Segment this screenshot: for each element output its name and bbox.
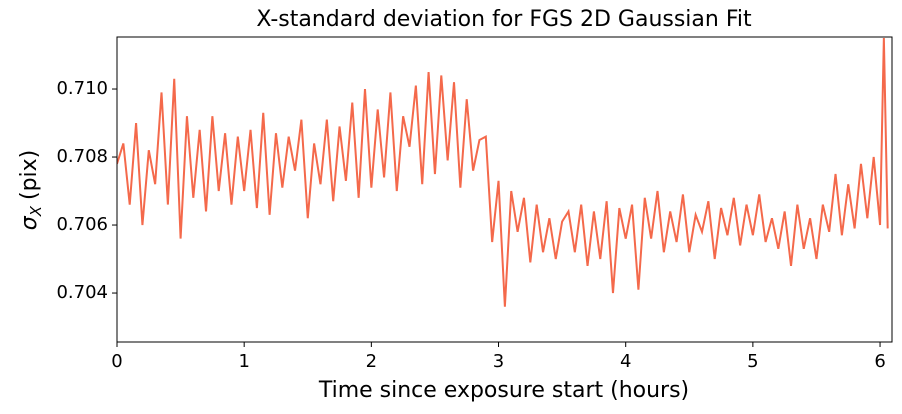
x-tick-label: 1 — [238, 351, 249, 372]
y-tick-label: 0.706 — [56, 214, 108, 235]
y-label-symbol: σ — [17, 215, 42, 230]
x-tick-label: 0 — [111, 351, 122, 372]
x-tick-label: 3 — [493, 351, 504, 372]
x-tick-label: 6 — [874, 351, 885, 372]
y-label-unit: (pix) — [17, 150, 42, 200]
y-tick-label: 0.704 — [56, 282, 108, 303]
y-tick-label: 0.708 — [56, 146, 108, 167]
data-line — [117, 37, 889, 307]
y-label-subscript: X — [27, 205, 45, 217]
chart-title: X-standard deviation for FGS 2D Gaussian… — [256, 7, 752, 32]
y-tick-label: 0.710 — [56, 78, 108, 99]
y-axis-label: σX (pix) — [17, 150, 45, 231]
plot-frame — [116, 36, 893, 343]
x-tick-label: 2 — [366, 351, 377, 372]
x-tick-label: 5 — [747, 351, 758, 372]
x-tick-label: 4 — [620, 351, 631, 372]
x-axis-label: Time since exposure start (hours) — [318, 378, 689, 403]
